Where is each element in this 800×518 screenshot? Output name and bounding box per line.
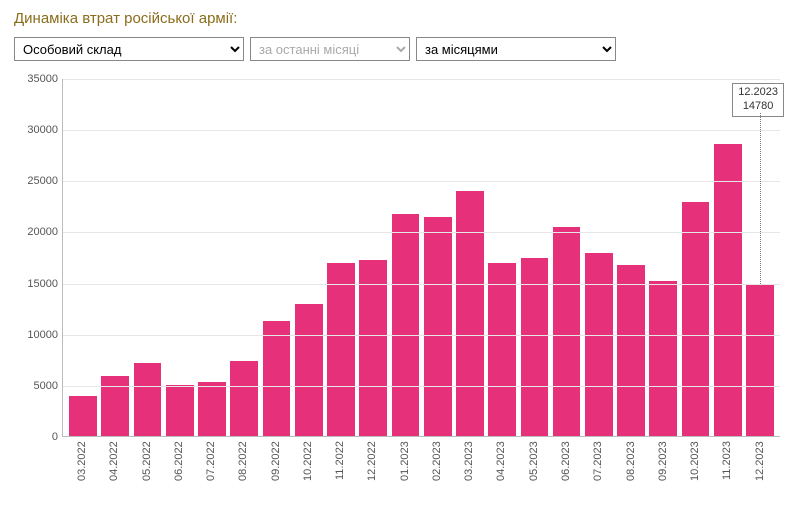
bar-slot <box>422 79 454 436</box>
grid-line <box>63 232 780 233</box>
bar-slot <box>357 79 389 436</box>
x-tick-label: 12.2023 <box>744 441 776 497</box>
bar-slot <box>712 79 744 436</box>
bar[interactable] <box>295 304 323 436</box>
x-tick-label: 07.2023 <box>582 441 614 497</box>
x-tick-label: 08.2023 <box>615 441 647 497</box>
grid-line <box>63 284 780 285</box>
bar[interactable] <box>488 263 516 436</box>
bars-group <box>63 79 780 436</box>
x-tick-label: 06.2023 <box>550 441 582 497</box>
bar[interactable] <box>166 385 194 436</box>
grid-line <box>63 335 780 336</box>
bar-slot <box>454 79 486 436</box>
bar-slot <box>647 79 679 436</box>
bar[interactable] <box>101 376 129 436</box>
x-tick-label: 12.2022 <box>356 441 388 497</box>
y-tick-label: 35000 <box>16 73 58 85</box>
tooltip: 12.2023 14780 <box>732 83 784 117</box>
bar[interactable] <box>392 214 420 436</box>
bar[interactable] <box>134 363 162 436</box>
y-tick-label: 0 <box>16 431 58 443</box>
bar[interactable] <box>198 382 226 436</box>
bar[interactable] <box>746 285 774 436</box>
x-tick-label: 03.2022 <box>66 441 98 497</box>
bar-slot <box>260 79 292 436</box>
bar-slot <box>67 79 99 436</box>
grid-line <box>63 130 780 131</box>
y-tick-label: 5000 <box>16 380 58 392</box>
y-tick-label: 15000 <box>16 278 58 290</box>
period-recent-select[interactable]: за останні місяці <box>250 37 410 61</box>
bar[interactable] <box>649 281 677 436</box>
bar[interactable] <box>424 217 452 436</box>
x-axis-labels: 03.202204.202205.202206.202207.202208.20… <box>62 441 780 497</box>
y-tick-label: 10000 <box>16 329 58 341</box>
controls-row: Особовий склад за останні місяці за міся… <box>14 37 786 61</box>
plot-area <box>62 79 780 437</box>
bar-slot <box>583 79 615 436</box>
x-tick-label: 03.2023 <box>453 441 485 497</box>
bar-slot <box>679 79 711 436</box>
x-tick-label: 09.2023 <box>647 441 679 497</box>
x-tick-label: 08.2022 <box>227 441 259 497</box>
x-tick-label: 09.2022 <box>260 441 292 497</box>
x-tick-label: 05.2022 <box>131 441 163 497</box>
x-tick-label: 01.2023 <box>389 441 421 497</box>
bar[interactable] <box>682 202 710 436</box>
tooltip-guide-line <box>760 113 761 286</box>
metric-select[interactable]: Особовий склад <box>14 37 244 61</box>
grid-line <box>63 386 780 387</box>
bar-slot <box>325 79 357 436</box>
x-tick-label: 02.2023 <box>421 441 453 497</box>
bar-slot <box>389 79 421 436</box>
bar-slot <box>131 79 163 436</box>
bar[interactable] <box>617 265 645 436</box>
bar-slot <box>293 79 325 436</box>
bar[interactable] <box>359 260 387 436</box>
bar-slot <box>228 79 260 436</box>
chart-title: Динаміка втрат російської армії: <box>14 10 786 27</box>
grid-line <box>63 181 780 182</box>
y-tick-label: 30000 <box>16 124 58 136</box>
y-tick-label: 25000 <box>16 175 58 187</box>
bar-slot <box>551 79 583 436</box>
x-tick-label: 04.2022 <box>98 441 130 497</box>
bar[interactable] <box>69 396 97 436</box>
y-tick-label: 20000 <box>16 226 58 238</box>
x-tick-label: 07.2022 <box>195 441 227 497</box>
x-tick-label: 04.2023 <box>485 441 517 497</box>
bar[interactable] <box>714 144 742 436</box>
x-tick-label: 11.2023 <box>711 441 743 497</box>
bar-slot <box>518 79 550 436</box>
bar[interactable] <box>327 263 355 436</box>
grid-line <box>63 79 780 80</box>
bar[interactable] <box>553 227 581 436</box>
x-tick-label: 06.2022 <box>163 441 195 497</box>
x-tick-label: 10.2023 <box>679 441 711 497</box>
grouping-select[interactable]: за місяцями <box>416 37 616 61</box>
x-tick-label: 11.2022 <box>324 441 356 497</box>
x-tick-label: 05.2023 <box>518 441 550 497</box>
bar-slot <box>486 79 518 436</box>
bar[interactable] <box>263 321 291 436</box>
chart-container: 03.202204.202205.202206.202207.202208.20… <box>14 73 786 503</box>
bar-slot <box>164 79 196 436</box>
bar[interactable] <box>456 191 484 436</box>
bar-slot <box>615 79 647 436</box>
x-tick-label: 10.2022 <box>292 441 324 497</box>
bar-slot <box>99 79 131 436</box>
bar[interactable] <box>230 361 258 436</box>
bar[interactable] <box>585 253 613 436</box>
bar-slot <box>196 79 228 436</box>
